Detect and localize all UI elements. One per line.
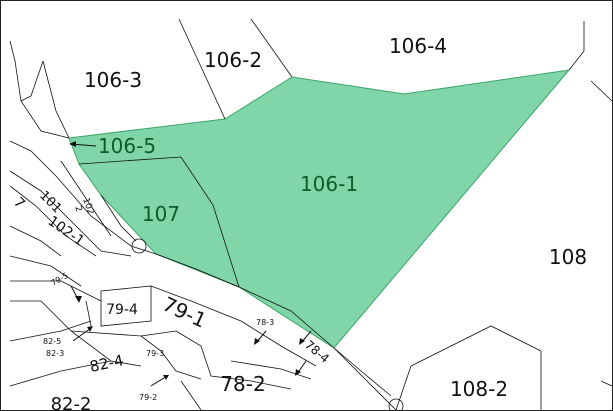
label-101[interactable]: 101 xyxy=(36,188,64,216)
label-82-5[interactable]: 82-5 xyxy=(43,337,61,346)
label-78-3[interactable]: 78-3 xyxy=(256,318,274,327)
label-78-2[interactable]: 78-2 xyxy=(220,372,265,396)
label-82-2[interactable]: 82-2 xyxy=(51,394,92,410)
label-82-4[interactable]: 82-4 xyxy=(88,351,125,376)
label-79-2[interactable]: 79-2 xyxy=(139,393,157,402)
label-79-5[interactable]: 79-5 xyxy=(50,271,70,288)
label-102-2b[interactable]: 2 xyxy=(72,205,83,214)
parcel-107-boundary xyxy=(78,156,240,288)
label-102-1[interactable]: 102-1 xyxy=(45,213,88,249)
label-108-2[interactable]: 108-2 xyxy=(450,377,508,401)
label-106-5[interactable]: 106-5 xyxy=(98,134,156,158)
label-106-3[interactable]: 106-3 xyxy=(84,68,142,92)
label-79-1[interactable]: 79-1 xyxy=(159,292,210,333)
label-82-3[interactable]: 82-3 xyxy=(46,349,64,358)
label-107[interactable]: 107 xyxy=(142,202,180,226)
pointer-arrows xyxy=(69,141,312,387)
label-108[interactable]: 108 xyxy=(549,245,587,269)
label-106-2[interactable]: 106-2 xyxy=(204,48,262,72)
label-106-1[interactable]: 106-1 xyxy=(300,172,358,196)
label-106-4[interactable]: 106-4 xyxy=(389,34,447,58)
label-7[interactable]: 7 xyxy=(10,195,28,213)
label-79-3[interactable]: 79-3 xyxy=(146,349,164,358)
label-79-4[interactable]: 79-4 xyxy=(106,302,138,318)
parcel-boundaries xyxy=(9,18,612,410)
